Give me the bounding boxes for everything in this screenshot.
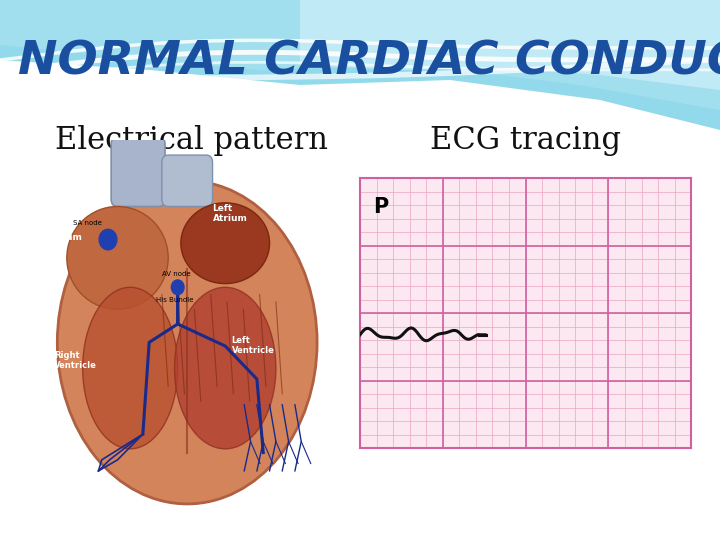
- Ellipse shape: [58, 181, 317, 504]
- Circle shape: [99, 230, 117, 250]
- Text: NORMAL CARDIAC CONDUCTION: NORMAL CARDIAC CONDUCTION: [18, 39, 720, 84]
- Text: Electrical pattern: Electrical pattern: [55, 125, 328, 156]
- Text: Left
Ventricle: Left Ventricle: [232, 336, 274, 355]
- Text: ECG tracing: ECG tracing: [430, 125, 621, 156]
- Ellipse shape: [181, 203, 269, 284]
- Ellipse shape: [83, 287, 178, 449]
- Text: AV node: AV node: [162, 271, 191, 277]
- Ellipse shape: [174, 287, 276, 449]
- Text: Right
Ventricle: Right Ventricle: [54, 350, 97, 370]
- FancyBboxPatch shape: [162, 155, 212, 206]
- FancyBboxPatch shape: [111, 137, 165, 206]
- Polygon shape: [0, 0, 720, 130]
- Polygon shape: [0, 0, 720, 110]
- Text: His Bundle: His Bundle: [156, 297, 193, 303]
- Text: P: P: [373, 197, 389, 217]
- Ellipse shape: [67, 206, 168, 309]
- Text: SA node: SA node: [73, 220, 102, 226]
- Text: Right
Atrium: Right Atrium: [48, 222, 83, 241]
- Polygon shape: [300, 0, 720, 90]
- Text: Left
Atrium: Left Atrium: [212, 204, 248, 223]
- Circle shape: [171, 280, 184, 295]
